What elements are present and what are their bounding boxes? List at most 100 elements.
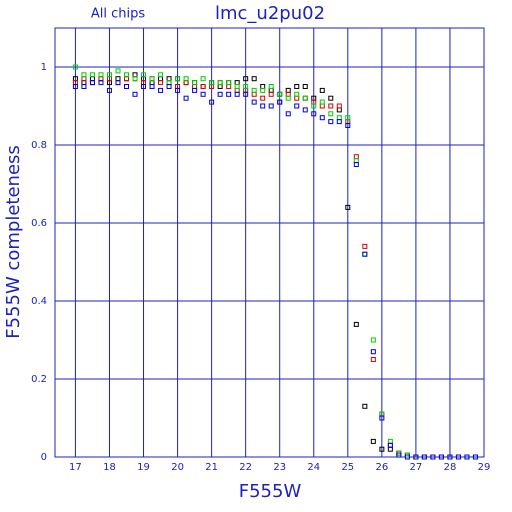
x-axis-label: F555W [239, 481, 302, 502]
marker [209, 99, 215, 105]
marker [217, 91, 223, 97]
marker [89, 80, 95, 86]
marker [472, 454, 478, 460]
marker [268, 103, 274, 109]
marker [98, 80, 104, 86]
marker [370, 337, 376, 343]
marker [345, 115, 351, 121]
marker [268, 84, 274, 89]
marker [209, 80, 215, 86]
y-tick-label: 0 [41, 452, 47, 463]
marker [183, 76, 189, 82]
marker [336, 103, 342, 109]
y-tick-label: 0.8 [31, 140, 47, 151]
marker [81, 72, 87, 78]
marker [158, 72, 164, 78]
x-tick-label: 21 [205, 462, 218, 473]
marker [362, 251, 368, 257]
marker [149, 84, 155, 89]
marker [379, 446, 385, 452]
marker [413, 454, 419, 460]
marker [455, 454, 461, 460]
marker [319, 115, 325, 121]
x-tick-label: 22 [239, 462, 252, 473]
marker [294, 103, 300, 109]
marker [379, 415, 385, 421]
marker [370, 357, 376, 362]
marker [106, 72, 112, 78]
marker [183, 95, 189, 101]
y-tick-label: 1 [41, 62, 47, 73]
marker [243, 76, 249, 82]
marker [302, 107, 308, 113]
y-tick-label: 0.4 [31, 296, 47, 307]
marker [81, 84, 87, 89]
marker [353, 154, 359, 160]
x-tick-label: 19 [137, 462, 150, 473]
marker [72, 64, 78, 70]
marker [353, 321, 359, 327]
marker [285, 95, 291, 101]
marker [192, 80, 198, 86]
marker [345, 204, 351, 210]
marker [294, 91, 300, 97]
marker [328, 95, 334, 101]
x-tick-label: 26 [375, 462, 388, 473]
marker [260, 87, 266, 93]
x-tick-label: 18 [103, 462, 116, 473]
y-axis-label: F555W completeness [3, 145, 24, 339]
marker [234, 91, 240, 97]
marker [89, 72, 95, 78]
marker [404, 454, 410, 460]
marker [328, 119, 334, 125]
marker [243, 84, 249, 89]
marker [328, 103, 334, 109]
marker [251, 87, 257, 93]
marker [328, 111, 334, 117]
marker [175, 87, 181, 93]
marker [234, 84, 240, 89]
marker [158, 87, 164, 93]
marker [302, 84, 308, 89]
marker [362, 251, 368, 257]
marker [260, 103, 266, 109]
marker [319, 87, 325, 93]
marker [268, 91, 274, 97]
marker [132, 76, 138, 82]
marker [302, 95, 308, 101]
marker [106, 87, 112, 93]
marker [251, 99, 257, 105]
marker [370, 438, 376, 444]
marker [311, 111, 317, 117]
chart-subtitle: All chips [91, 7, 145, 22]
marker [200, 84, 206, 89]
marker [447, 454, 453, 460]
x-tick-label: 28 [444, 462, 457, 473]
marker [345, 123, 351, 128]
marker [115, 68, 121, 74]
marker [277, 91, 283, 97]
marker [464, 454, 470, 460]
x-tick-label: 24 [307, 462, 320, 473]
marker [353, 162, 359, 167]
marker [362, 403, 368, 409]
x-tick-label: 23 [273, 462, 286, 473]
marker [192, 87, 198, 93]
marker [115, 80, 121, 86]
marker [438, 454, 444, 460]
x-tick-label: 27 [410, 462, 423, 473]
marker [72, 84, 78, 89]
marker [124, 84, 129, 89]
x-tick-label: 20 [171, 462, 184, 473]
marker [226, 80, 232, 86]
marker [396, 452, 402, 458]
marker [362, 243, 368, 249]
marker [132, 91, 138, 97]
x-tick-label: 29 [478, 462, 491, 473]
x-tick-label: 17 [69, 462, 82, 473]
marker [336, 119, 342, 125]
marker [200, 76, 206, 82]
marker [370, 349, 376, 355]
marker [158, 80, 164, 86]
